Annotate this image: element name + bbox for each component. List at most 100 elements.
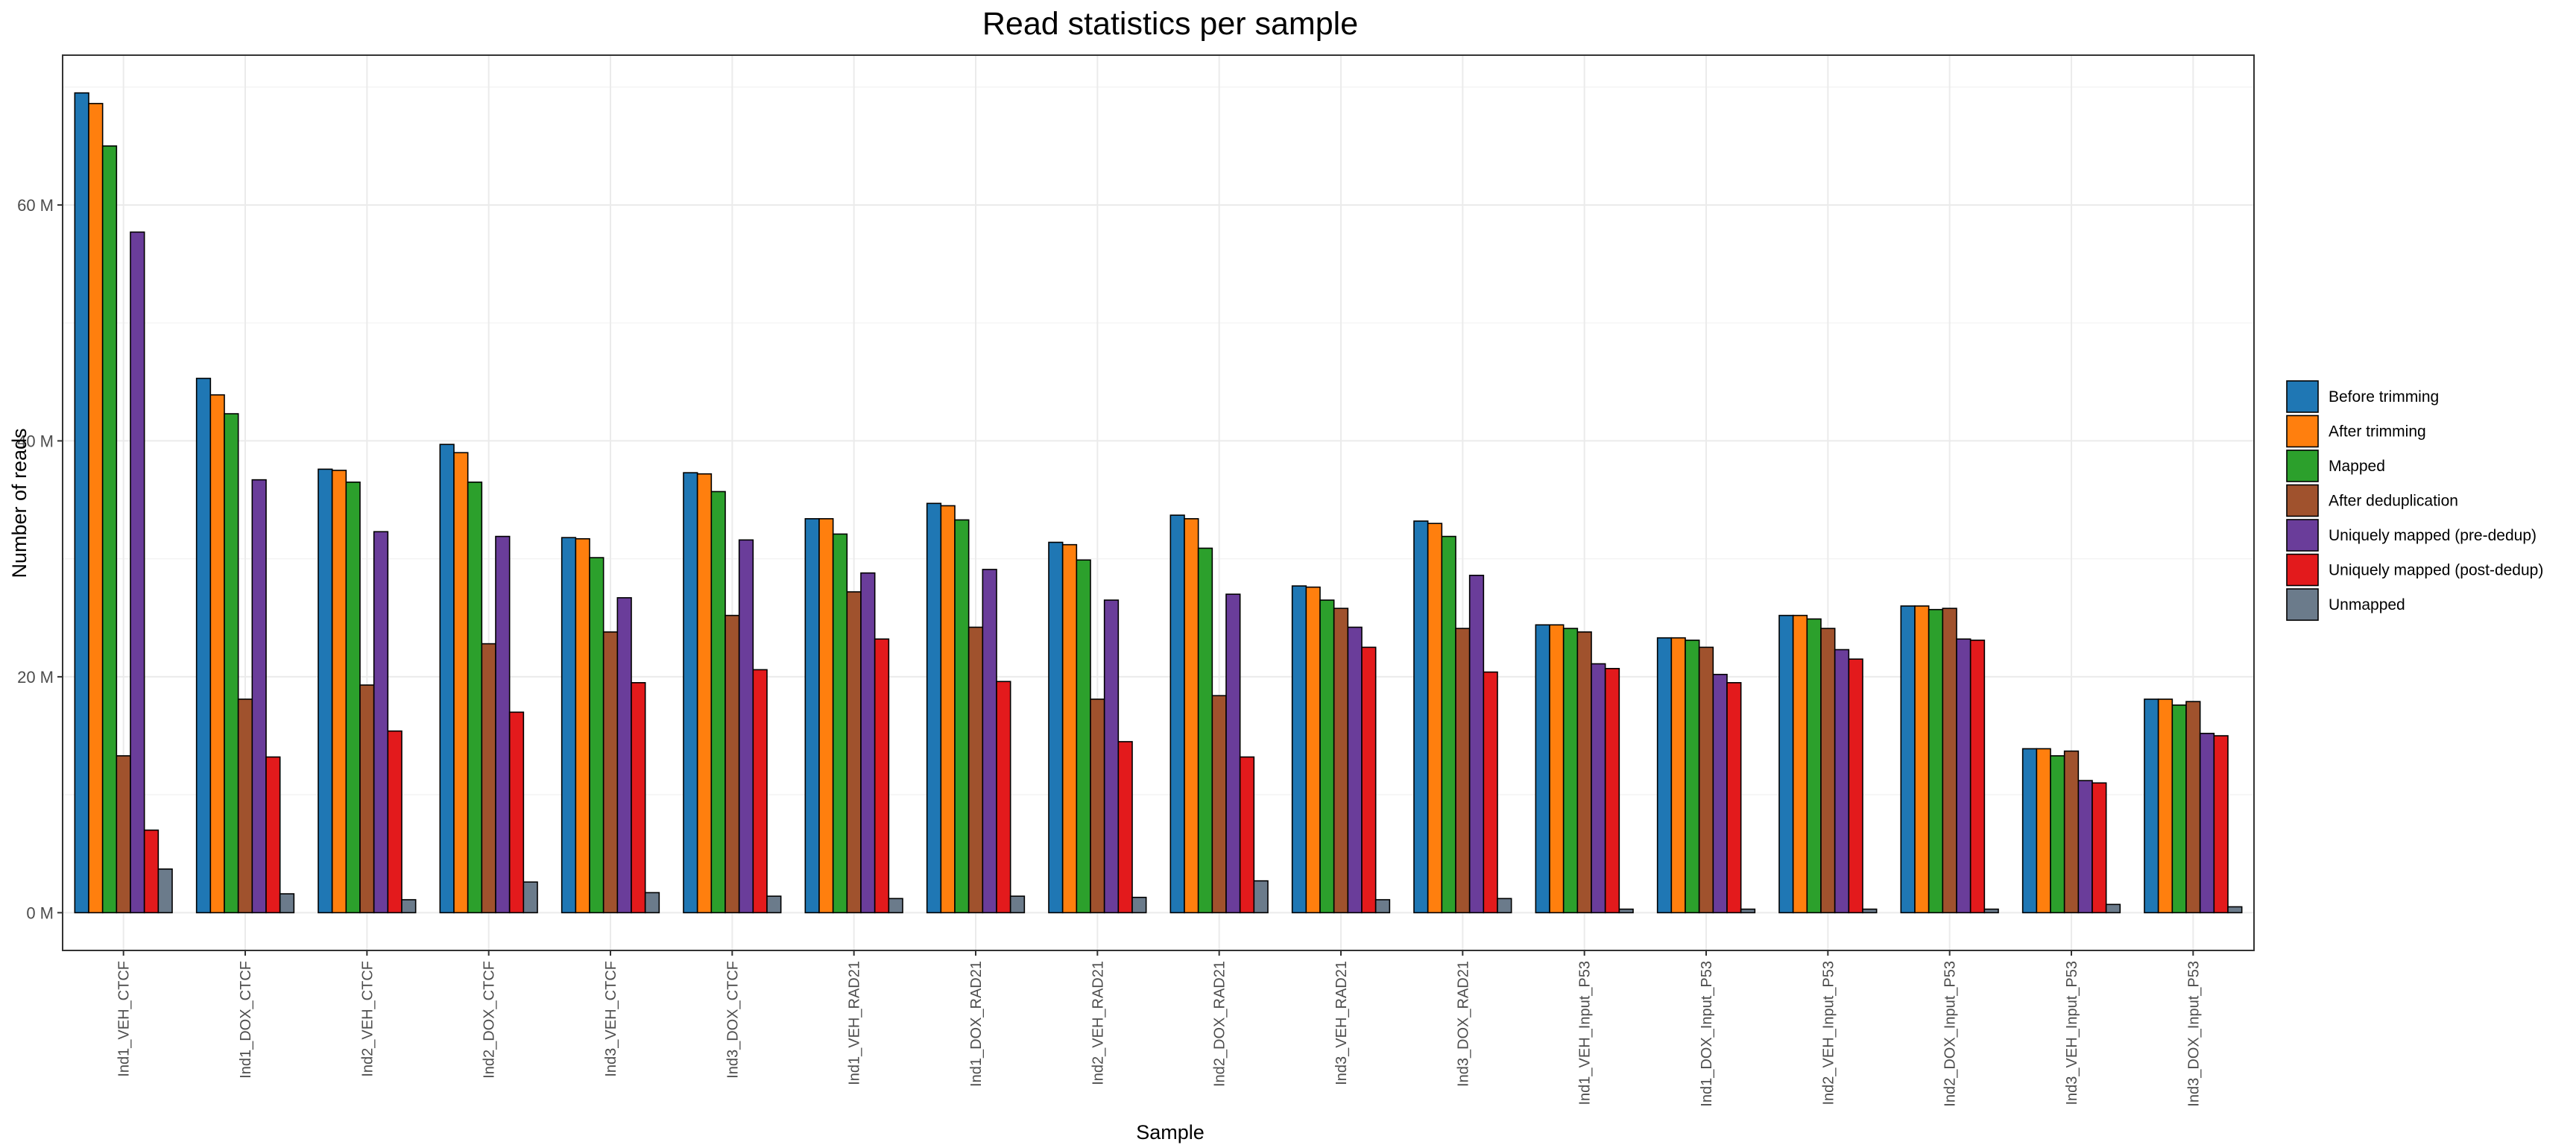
legend-label: After deduplication — [2329, 493, 2458, 510]
bar-mapped-ind2-veh-ctcf — [345, 482, 361, 914]
bar-mapped-ind3-veh-input-p53 — [2050, 755, 2065, 914]
bar-before-trimming-ind1-veh-ctcf — [74, 92, 89, 914]
bar-uniquely-mapped-pre-dedup-ind3-veh-input-p53 — [2077, 780, 2093, 914]
bar-mapped-ind3-veh-ctcf — [589, 557, 604, 914]
bar-uniquely-mapped-post-dedup-ind2-dox-input-p53 — [1969, 640, 1986, 914]
x-tick-label: Ind1_DOX_Input_P53 — [1699, 961, 1715, 1107]
bar-after-trimming-ind1-dox-ctcf — [209, 394, 225, 914]
bar-uniquely-mapped-post-dedup-ind1-dox-rad21 — [996, 681, 1011, 914]
bar-before-trimming-ind1-dox-input-p53 — [1656, 637, 1673, 914]
bar-uniquely-mapped-pre-dedup-ind2-veh-rad21 — [1103, 599, 1120, 914]
bar-before-trimming-ind3-dox-input-p53 — [2144, 698, 2159, 914]
bar-unmapped-ind1-veh-ctcf — [157, 868, 173, 914]
bar-mapped-ind2-veh-input-p53 — [1806, 618, 1822, 914]
bar-uniquely-mapped-post-dedup-ind1-veh-input-p53 — [1604, 668, 1620, 914]
bar-after-trimming-ind3-dox-rad21 — [1427, 523, 1443, 914]
bar-after-trimming-ind3-veh-rad21 — [1305, 586, 1321, 914]
bar-after-deduplication-ind1-veh-ctcf — [116, 755, 131, 914]
bar-uniquely-mapped-post-dedup-ind3-dox-rad21 — [1483, 671, 1498, 914]
bar-unmapped-ind2-veh-rad21 — [1131, 896, 1147, 914]
legend-key — [2286, 380, 2319, 413]
bar-uniquely-mapped-post-dedup-ind3-veh-input-p53 — [2092, 782, 2107, 914]
bar-mapped-ind3-veh-rad21 — [1319, 599, 1335, 914]
x-tick-label: Ind1_DOX_CTCF — [238, 961, 254, 1079]
legend-label: Unmapped — [2329, 596, 2405, 613]
x-tick-label: Ind1_VEH_Input_P53 — [1577, 961, 1594, 1105]
bar-uniquely-mapped-pre-dedup-ind2-dox-rad21 — [1225, 593, 1241, 914]
x-tick-label: Ind2_VEH_RAD21 — [1090, 961, 1106, 1085]
bar-after-deduplication-ind2-dox-input-p53 — [1942, 608, 1957, 914]
bar-after-deduplication-ind1-dox-rad21 — [967, 626, 984, 914]
bar-uniquely-mapped-post-dedup-ind2-veh-ctcf — [387, 730, 402, 914]
bar-after-deduplication-ind3-dox-rad21 — [1455, 628, 1471, 914]
bar-mapped-ind2-dox-input-p53 — [1928, 608, 1944, 914]
bar-after-deduplication-ind2-dox-ctcf — [481, 643, 496, 914]
bar-after-trimming-ind2-dox-ctcf — [453, 452, 469, 914]
bar-after-trimming-ind1-dox-rad21 — [940, 505, 956, 914]
bar-uniquely-mapped-post-dedup-ind1-veh-ctcf — [143, 829, 160, 914]
bar-mapped-ind2-dox-ctcf — [467, 482, 483, 914]
bar-after-deduplication-ind1-veh-input-p53 — [1576, 631, 1592, 914]
bar-before-trimming-ind2-dox-rad21 — [1169, 514, 1185, 914]
legend-label: Uniquely mapped (post-dedup) — [2329, 562, 2543, 579]
bar-after-trimming-ind1-veh-rad21 — [818, 518, 834, 914]
bar-after-trimming-ind2-dox-rad21 — [1184, 518, 1199, 914]
legend-label: Uniquely mapped (pre-dedup) — [2329, 527, 2536, 544]
bar-uniquely-mapped-pre-dedup-ind1-veh-input-p53 — [1591, 663, 1606, 914]
y-tick-label: 20 M — [17, 668, 54, 687]
bar-uniquely-mapped-post-dedup-ind2-veh-input-p53 — [1848, 658, 1863, 914]
bar-uniquely-mapped-post-dedup-ind3-veh-rad21 — [1361, 646, 1377, 914]
bar-before-trimming-ind2-veh-input-p53 — [1778, 614, 1794, 914]
x-tick-label: Ind3_DOX_CTCF — [724, 961, 741, 1079]
bar-uniquely-mapped-post-dedup-ind1-dox-ctcf — [265, 756, 281, 914]
plot-panel — [62, 54, 2255, 951]
bar-after-deduplication-ind2-veh-ctcf — [359, 684, 375, 914]
bar-mapped-ind1-dox-ctcf — [224, 413, 239, 914]
bar-mapped-ind3-dox-input-p53 — [2171, 704, 2187, 914]
bar-unmapped-ind1-dox-rad21 — [1009, 895, 1026, 914]
bar-after-trimming-ind3-dox-ctcf — [696, 473, 713, 914]
bar-after-deduplication-ind3-dox-ctcf — [724, 614, 740, 914]
legend-label: Mapped — [2329, 458, 2385, 475]
bar-uniquely-mapped-post-dedup-ind2-dox-ctcf — [508, 711, 525, 914]
bar-unmapped-ind3-dox-rad21 — [1497, 898, 1512, 914]
bar-unmapped-ind3-veh-input-p53 — [2105, 903, 2121, 914]
bar-uniquely-mapped-pre-dedup-ind2-dox-input-p53 — [1956, 638, 1972, 914]
bar-mapped-ind1-veh-rad21 — [832, 533, 848, 914]
bar-after-trimming-ind2-veh-rad21 — [1061, 543, 1078, 914]
bars — [74, 92, 2243, 914]
bar-before-trimming-ind1-dox-ctcf — [195, 377, 212, 914]
bar-unmapped-ind1-veh-rad21 — [888, 898, 903, 914]
bar-mapped-ind2-veh-rad21 — [1076, 559, 1091, 914]
bar-uniquely-mapped-pre-dedup-ind3-veh-ctcf — [616, 597, 632, 914]
x-tick-label: Ind3_VEH_RAD21 — [1333, 961, 1350, 1085]
y-tick-label: 60 M — [17, 196, 54, 215]
bar-unmapped-ind3-dox-input-p53 — [2227, 906, 2243, 914]
y-tick-label: 40 M — [17, 432, 54, 450]
x-tick-label: Ind2_VEH_Input_P53 — [1820, 961, 1837, 1105]
x-tick-label: Ind3_VEH_CTCF — [603, 961, 619, 1077]
bar-uniquely-mapped-pre-dedup-ind3-dox-ctcf — [738, 539, 754, 914]
bar-unmapped-ind1-dox-input-p53 — [1740, 908, 1756, 914]
bar-mapped-ind1-veh-input-p53 — [1562, 628, 1579, 914]
bar-uniquely-mapped-post-dedup-ind1-dox-input-p53 — [1726, 682, 1742, 914]
bar-unmapped-ind2-dox-input-p53 — [1983, 908, 1999, 914]
bar-uniquely-mapped-pre-dedup-ind3-dox-input-p53 — [2199, 733, 2215, 914]
bar-before-trimming-ind2-veh-rad21 — [1048, 541, 1064, 914]
legend-key — [2286, 484, 2319, 517]
x-tick-label: Ind2_DOX_Input_P53 — [1942, 961, 1959, 1107]
bar-unmapped-ind1-dox-ctcf — [279, 893, 295, 914]
bar-uniquely-mapped-pre-dedup-ind2-veh-ctcf — [373, 531, 389, 914]
bar-after-deduplication-ind1-dox-ctcf — [237, 698, 253, 914]
bar-mapped-ind1-dox-input-p53 — [1685, 640, 1700, 914]
bar-mapped-ind1-veh-ctcf — [101, 145, 118, 914]
bar-after-trimming-ind1-dox-input-p53 — [1670, 637, 1686, 914]
bar-mapped-ind1-dox-rad21 — [954, 519, 970, 914]
bar-after-trimming-ind2-veh-ctcf — [331, 470, 347, 914]
bar-after-trimming-ind2-dox-input-p53 — [1914, 605, 1930, 914]
x-tick-label: Ind1_VEH_CTCF — [116, 961, 133, 1077]
bar-unmapped-ind2-veh-ctcf — [401, 899, 417, 914]
bar-before-trimming-ind2-veh-ctcf — [318, 468, 333, 914]
bar-after-trimming-ind3-dox-input-p53 — [2157, 698, 2174, 914]
